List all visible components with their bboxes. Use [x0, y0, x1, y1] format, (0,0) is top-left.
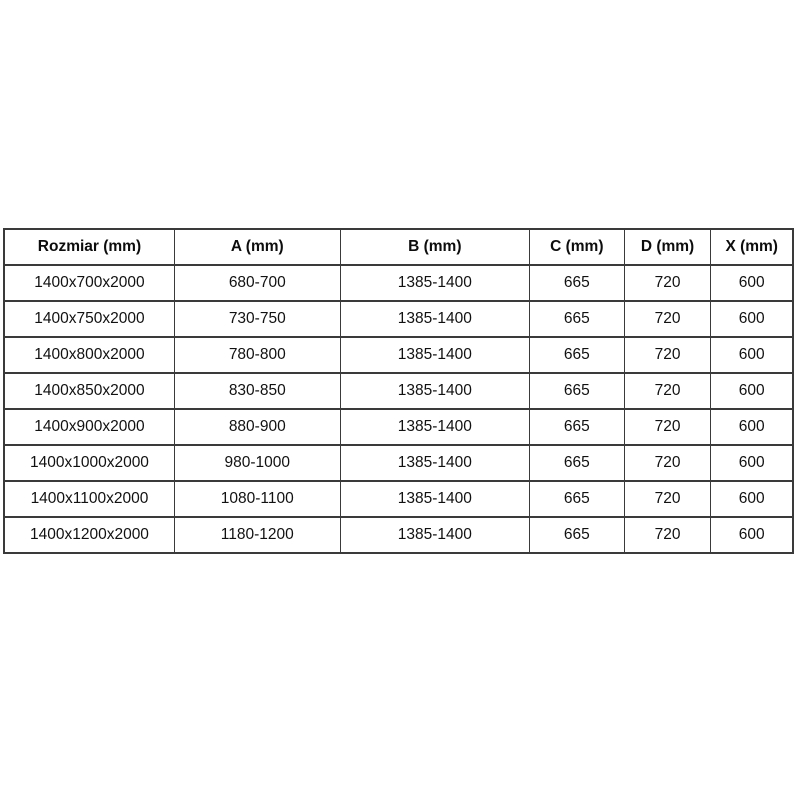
column-header-rozmiar: Rozmiar (mm)	[3, 228, 175, 266]
table-cell: 665	[528, 516, 625, 554]
table-row: 1400x700x2000 680-700 1385-1400 665 720 600	[3, 264, 794, 302]
table-cell: 600	[710, 408, 794, 446]
table-cell: 600	[710, 300, 794, 338]
table-cell: 1385-1400	[339, 408, 530, 446]
spec-table-body: 1400x700x2000 680-700 1385-1400 665 720 600 14…	[3, 264, 794, 554]
table-cell: 1385-1400	[339, 372, 530, 410]
table-cell: 1080-1100	[173, 480, 341, 518]
table-cell: 720	[623, 264, 712, 302]
column-header-d: D (mm)	[623, 228, 712, 266]
table-cell: 1385-1400	[339, 516, 530, 554]
table-cell: 1385-1400	[339, 264, 530, 302]
table-cell: 980-1000	[173, 444, 341, 482]
table-cell: 680-700	[173, 264, 341, 302]
table-cell: 720	[623, 444, 712, 482]
table-cell: 665	[528, 408, 625, 446]
table-cell: 1385-1400	[339, 444, 530, 482]
page-content: Rozmiar (mm) A (mm) B (mm) C (mm) D (mm)…	[3, 228, 794, 554]
table-row: 1400x1200x2000 1180-1200 1385-1400 665 720 60…	[3, 516, 794, 554]
table-cell: 600	[710, 336, 794, 374]
column-header-a: A (mm)	[173, 228, 341, 266]
table-cell: 1400x1100x2000	[3, 480, 175, 518]
table-cell: 600	[710, 444, 794, 482]
table-cell: 720	[623, 300, 712, 338]
table-row: 1400x750x2000 730-750 1385-1400 665 720 600	[3, 300, 794, 338]
table-cell: 1180-1200	[173, 516, 341, 554]
table-cell: 1385-1400	[339, 300, 530, 338]
table-cell: 720	[623, 480, 712, 518]
column-header-b: B (mm)	[339, 228, 530, 266]
table-cell: 720	[623, 336, 712, 374]
table-cell: 730-750	[173, 300, 341, 338]
table-cell: 600	[710, 264, 794, 302]
table-cell: 880-900	[173, 408, 341, 446]
column-header-c: C (mm)	[528, 228, 625, 266]
table-cell: 720	[623, 372, 712, 410]
table-cell: 780-800	[173, 336, 341, 374]
table-cell: 1385-1400	[339, 336, 530, 374]
table-cell: 600	[710, 480, 794, 518]
table-cell: 1400x900x2000	[3, 408, 175, 446]
table-cell: 720	[623, 516, 712, 554]
table-row: 1400x800x2000 780-800 1385-1400 665 720 600	[3, 336, 794, 374]
table-cell: 665	[528, 264, 625, 302]
table-cell: 1400x1200x2000	[3, 516, 175, 554]
table-cell: 720	[623, 408, 712, 446]
table-row: 1400x1000x2000 980-1000 1385-1400 665 720 600	[3, 444, 794, 482]
table-cell: 1385-1400	[339, 480, 530, 518]
table-cell: 665	[528, 300, 625, 338]
table-cell: 1400x850x2000	[3, 372, 175, 410]
table-cell: 665	[528, 336, 625, 374]
table-row: 1400x850x2000 830-850 1385-1400 665 720 600	[3, 372, 794, 410]
column-header-x: X (mm)	[710, 228, 794, 266]
table-cell: 1400x800x2000	[3, 336, 175, 374]
table-cell: 665	[528, 480, 625, 518]
table-cell: 600	[710, 372, 794, 410]
table-cell: 830-850	[173, 372, 341, 410]
table-cell: 1400x700x2000	[3, 264, 175, 302]
header-row: Rozmiar (mm) A (mm) B (mm) C (mm) D (mm)…	[3, 228, 794, 266]
table-cell: 1400x750x2000	[3, 300, 175, 338]
table-row: 1400x1100x2000 1080-1100 1385-1400 665 720 60…	[3, 480, 794, 518]
table-row: 1400x900x2000 880-900 1385-1400 665 720 600	[3, 408, 794, 446]
table-cell: 665	[528, 372, 625, 410]
table-cell: 1400x1000x2000	[3, 444, 175, 482]
spec-table: Rozmiar (mm) A (mm) B (mm) C (mm) D (mm)…	[3, 228, 794, 554]
table-cell: 665	[528, 444, 625, 482]
table-cell: 600	[710, 516, 794, 554]
